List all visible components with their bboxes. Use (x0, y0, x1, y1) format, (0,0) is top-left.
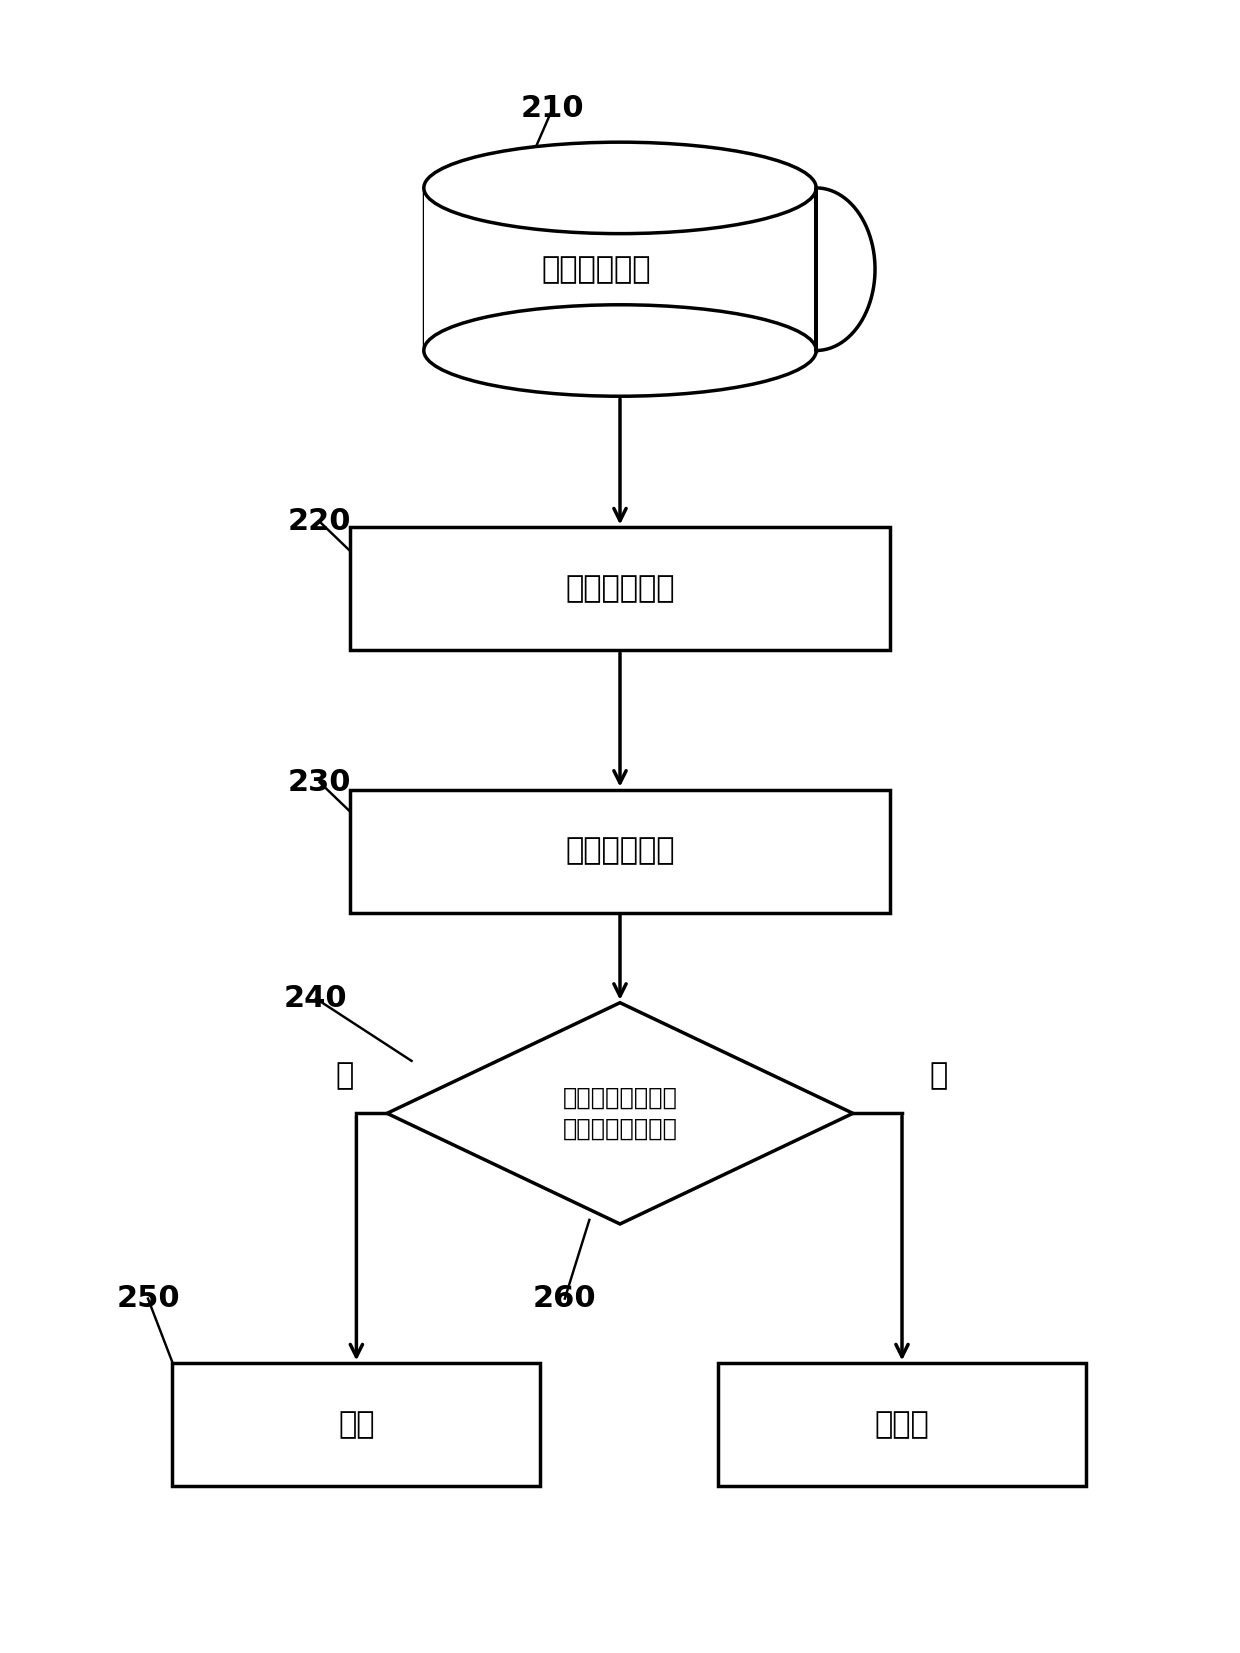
Text: 不保留: 不保留 (874, 1410, 930, 1440)
Polygon shape (387, 1003, 853, 1223)
FancyBboxPatch shape (172, 1364, 541, 1486)
Text: 230: 230 (288, 767, 351, 797)
Text: 文本句子分割: 文本句子分割 (565, 574, 675, 603)
Text: 250: 250 (117, 1284, 180, 1312)
FancyBboxPatch shape (718, 1364, 1086, 1486)
Text: 实体在文本中的权
重是否大于预设值: 实体在文本中的权 重是否大于预设值 (563, 1086, 677, 1141)
FancyBboxPatch shape (350, 527, 890, 650)
Text: 240: 240 (284, 984, 347, 1013)
Text: 保留: 保留 (339, 1410, 374, 1440)
Ellipse shape (424, 142, 816, 233)
Polygon shape (816, 188, 875, 350)
Text: 260: 260 (533, 1284, 596, 1312)
Text: 是: 是 (335, 1061, 353, 1089)
Text: 法律文书文本: 法律文书文本 (542, 255, 651, 284)
Text: 否: 否 (930, 1061, 947, 1089)
Ellipse shape (424, 304, 816, 397)
Bar (424, 188, 816, 350)
FancyBboxPatch shape (350, 790, 890, 912)
Text: 220: 220 (288, 507, 351, 536)
Text: 210: 210 (521, 94, 584, 122)
Text: 句子实体识别: 句子实体识别 (565, 836, 675, 866)
